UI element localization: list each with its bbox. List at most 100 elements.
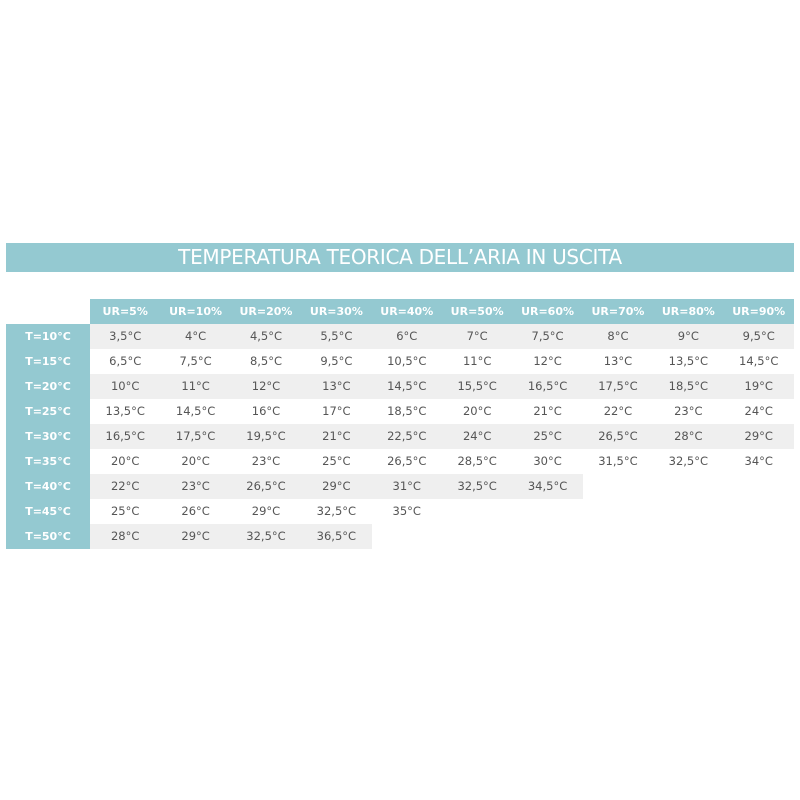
table-cell: 13°C <box>603 354 633 368</box>
table-cell: 8,5°C <box>249 354 283 368</box>
table-cell: 5,5°C <box>301 324 372 349</box>
table-cell: 20°C <box>462 404 492 418</box>
table-cell: 23°C <box>674 404 703 418</box>
table-cell: 11°C <box>462 354 492 368</box>
table-title: TEMPERATURA TEORICA DELL’ARIA IN USCITA <box>6 243 794 272</box>
table-cell: 28°C <box>90 524 161 549</box>
table-cell: 26,5°C <box>582 424 654 449</box>
table-cell: 34°C <box>744 454 773 468</box>
table-cell: 34,5°C <box>512 474 583 499</box>
table-cell: 17,5°C <box>582 374 654 399</box>
column-header: UR=50% <box>441 299 513 324</box>
table-cell: 26,5°C <box>230 474 302 499</box>
table-cell: 7°C <box>441 324 513 349</box>
table-cell: 3,5°C <box>90 324 161 349</box>
table-cell: 17°C <box>322 404 351 418</box>
table-row: T=40°C 22°C 23°C 26,5°C 29°C 31°C 32,5°C 34,5°C <box>6 474 794 499</box>
row-label: T=30°C <box>6 424 90 449</box>
table-cell: 36,5°C <box>301 524 372 549</box>
column-header: UR=5% <box>90 299 161 324</box>
table-cell: 32,5°C <box>441 474 513 499</box>
header-corner <box>6 299 90 324</box>
table-cell: 7,5°C <box>179 354 212 368</box>
table-cell: 32,5°C <box>230 524 302 549</box>
table-cell: 21°C <box>301 424 372 449</box>
table-row: T=50°C 28°C 29°C 32,5°C 36,5°C <box>6 524 794 549</box>
row-label: T=50°C <box>6 524 90 549</box>
table-cell: 32,5°C <box>668 454 709 468</box>
row-label: T=35°C <box>6 449 90 474</box>
table-cell: 6,5°C <box>109 354 142 368</box>
table-cell: 24°C <box>744 404 773 418</box>
table-cell: 30°C <box>533 454 562 468</box>
table-cell: 6°C <box>371 324 442 349</box>
table-cell: 9°C <box>653 324 724 349</box>
table-cell: 18,5°C <box>653 374 724 399</box>
table-cell: 26°C <box>181 504 210 518</box>
table-cell: 24°C <box>441 424 513 449</box>
table-cell: 21°C <box>533 404 562 418</box>
table-cell: 35°C <box>392 504 421 518</box>
table-cell: 28°C <box>653 424 724 449</box>
table-cell: 14,5°C <box>739 354 779 368</box>
column-header: UR=70% <box>582 299 654 324</box>
temperature-table: UR=5% UR=10% UR=20% UR=30% UR=40% UR=50% UR=60… <box>6 299 794 549</box>
column-header: UR=10% <box>160 299 231 324</box>
table-cell: 22,5°C <box>371 424 442 449</box>
table-row: T=35°C 20°C 20°C 23°C 25°C 26,5°C 28,5°C 30°C 31… <box>6 449 794 474</box>
table-cell: 9,5°C <box>723 324 794 349</box>
table-cell: 15,5°C <box>441 374 513 399</box>
table-cell: 16°C <box>251 404 281 418</box>
row-label: T=40°C <box>6 474 90 499</box>
table-cell: 19°C <box>723 374 794 399</box>
row-label: T=25°C <box>6 399 90 424</box>
table-cell: 4°C <box>160 324 231 349</box>
table-row: T=25°C 13,5°C 14,5°C 16°C 17°C 18,5°C 20°C 21°C… <box>6 399 794 424</box>
column-header: UR=20% <box>230 299 302 324</box>
table-cell: 16,5°C <box>90 424 161 449</box>
table-cell: 17,5°C <box>160 424 231 449</box>
row-label: T=10°C <box>6 324 90 349</box>
table-cell: 16,5°C <box>512 374 583 399</box>
table-cell: 28,5°C <box>457 454 497 468</box>
column-header: UR=40% <box>371 299 442 324</box>
table-cell: 18,5°C <box>387 404 427 418</box>
table-cell: 22°C <box>603 404 633 418</box>
table-cell: 31,5°C <box>598 454 638 468</box>
table-cell: 32,5°C <box>316 504 357 518</box>
table-cell: 11°C <box>160 374 231 399</box>
column-header: UR=60% <box>512 299 583 324</box>
table-cell: 31°C <box>371 474 442 499</box>
table-cell: 29°C <box>723 424 794 449</box>
table-cell: 13,5°C <box>668 354 709 368</box>
table-cell: 29°C <box>301 474 372 499</box>
table-cell: 12°C <box>533 354 562 368</box>
table-cell: 23°C <box>160 474 231 499</box>
table-row: T=30°C 16,5°C 17,5°C 19,5°C 21°C 22,5°C 24°C 25… <box>6 424 794 449</box>
column-header: UR=80% <box>653 299 724 324</box>
table-row: T=20°C 10°C 11°C 12°C 13°C 14,5°C 15,5°C 16,5°C… <box>6 374 794 399</box>
column-header: UR=30% <box>301 299 372 324</box>
table-cell: 10°C <box>90 374 161 399</box>
table-cell: 23°C <box>251 454 281 468</box>
table-cell: 14,5°C <box>371 374 442 399</box>
table-cell: 29°C <box>251 504 281 518</box>
table-cell: 19,5°C <box>230 424 302 449</box>
table-cell: 10,5°C <box>387 354 427 368</box>
table-cell: 25°C <box>512 424 583 449</box>
row-label: T=20°C <box>6 374 90 399</box>
table-cell: 4,5°C <box>230 324 302 349</box>
table-cell: 26,5°C <box>387 454 427 468</box>
table-cell: 13,5°C <box>105 404 145 418</box>
row-label: T=15°C <box>6 349 90 374</box>
table-row: T=45°C 25°C 26°C 29°C 32,5°C 35°C <box>6 499 794 524</box>
header-row: UR=5% UR=10% UR=20% UR=30% UR=40% UR=50% UR=60… <box>6 299 794 324</box>
row-label: T=45°C <box>6 499 90 524</box>
table-cell: 8°C <box>582 324 654 349</box>
table-cell: 22°C <box>90 474 161 499</box>
table-cell: 25°C <box>322 454 351 468</box>
table-cell: 29°C <box>160 524 231 549</box>
table-cell: 13°C <box>301 374 372 399</box>
table-cell: 25°C <box>110 504 140 518</box>
table-cell: 9,5°C <box>320 354 353 368</box>
